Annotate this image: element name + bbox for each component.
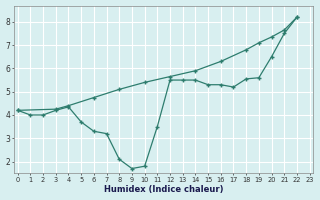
X-axis label: Humidex (Indice chaleur): Humidex (Indice chaleur)	[104, 185, 223, 194]
